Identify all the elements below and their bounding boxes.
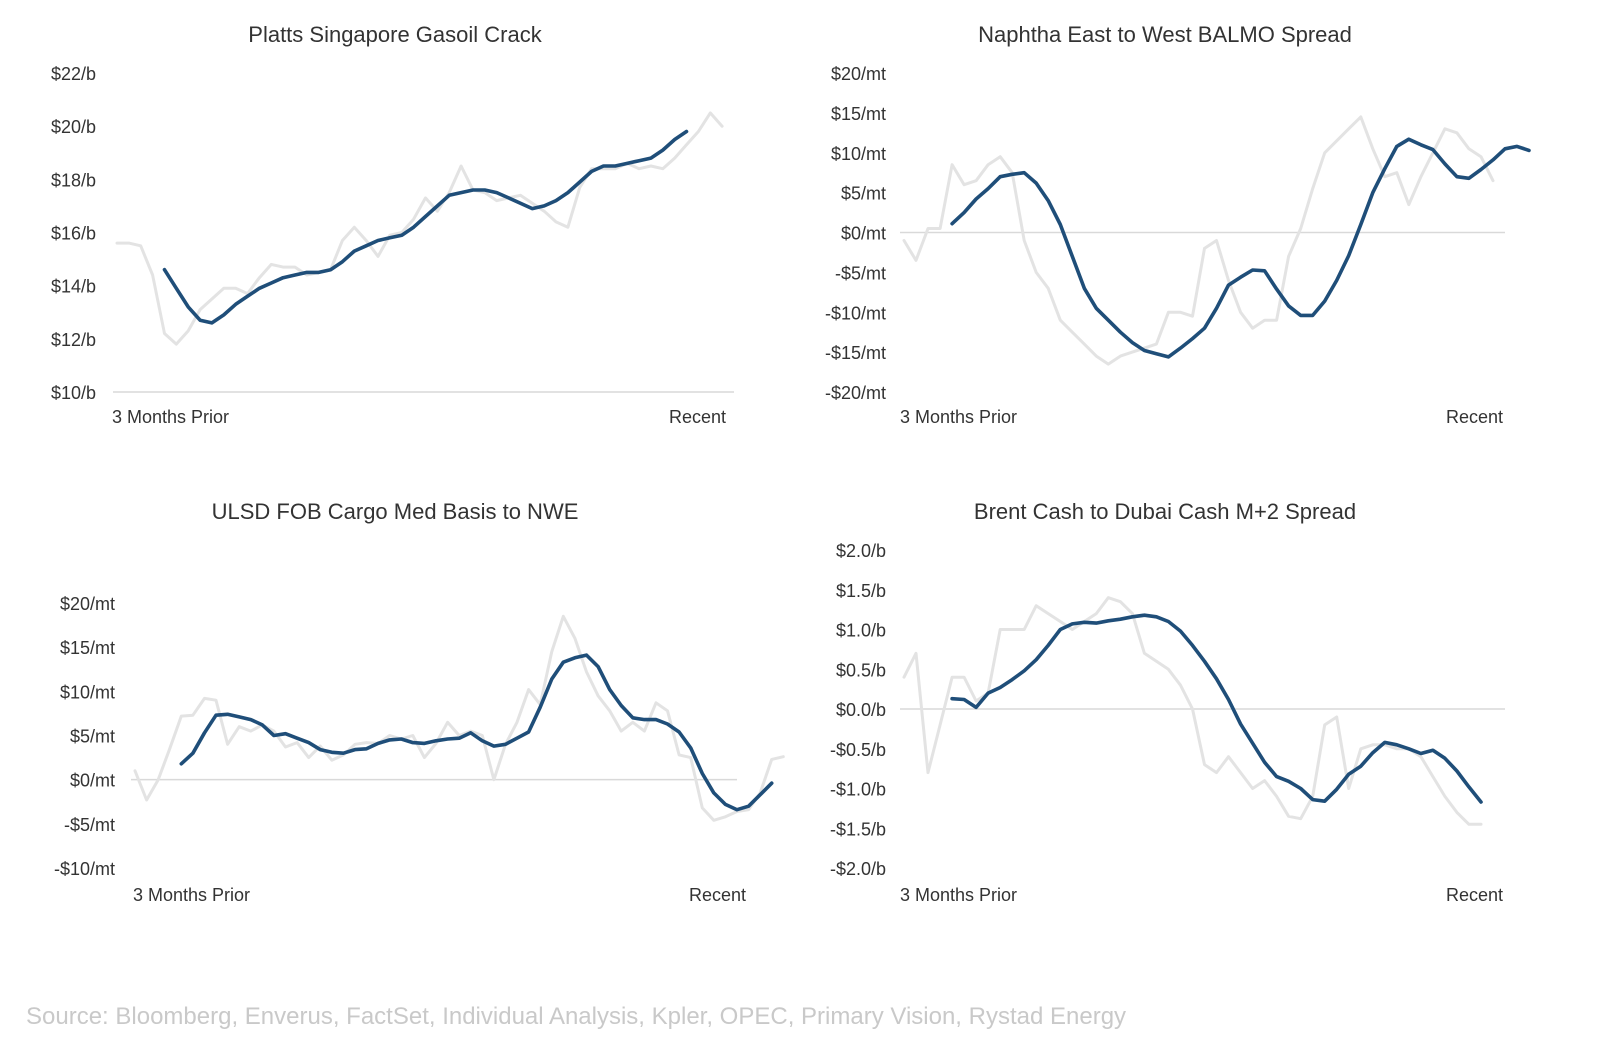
y-tick-label: $0/mt <box>70 771 115 791</box>
chart-title: Platts Singapore Gasoil Crack <box>248 22 542 47</box>
chart-panel-gasoil-crack: Platts Singapore Gasoil Crack $10/b $12/b $… <box>0 0 808 470</box>
y-tick-label: $15/mt <box>831 104 886 124</box>
y-tick-label: $22/b <box>51 64 96 84</box>
y-tick-label: $5/mt <box>70 727 115 747</box>
y-tick-label: -$10/mt <box>54 859 115 879</box>
y-tick-label: $12/b <box>51 330 96 350</box>
x-label-start: 3 Months Prior <box>900 407 1017 427</box>
y-tick-label: $18/b <box>51 170 96 190</box>
y-tick-label: $0.0/b <box>836 700 886 720</box>
series-line-moving-average <box>179 653 774 812</box>
y-tick-label: -$5/mt <box>64 815 115 835</box>
y-tick-label: $20/b <box>51 117 96 137</box>
x-label-end: Recent <box>1446 407 1503 427</box>
x-label-start: 3 Months Prior <box>900 885 1017 905</box>
x-label-start: 3 Months Prior <box>133 885 250 905</box>
y-tick-label: $10/mt <box>60 682 115 702</box>
series-line-daily <box>902 596 1483 826</box>
series-line-moving-average <box>950 137 1531 359</box>
y-tick-label: -$10/mt <box>825 303 886 323</box>
y-tick-label: $10/b <box>51 383 96 403</box>
chart-title: ULSD FOB Cargo Med Basis to NWE <box>212 499 579 524</box>
x-label-end: Recent <box>669 407 726 427</box>
chart-naphtha-spread: Naphtha East to West BALMO Spread -$20/mt… <box>825 22 1531 427</box>
series-line-daily <box>115 111 724 346</box>
y-tick-label: -$5/mt <box>835 263 886 283</box>
series-line-daily <box>133 614 785 822</box>
y-tick-label: -$1.5/b <box>830 819 886 839</box>
chart-title: Brent Cash to Dubai Cash M+2 Spread <box>974 499 1356 524</box>
y-tick-label: $10/mt <box>831 144 886 164</box>
y-tick-label: $0.5/b <box>836 660 886 680</box>
y-tick-label: $1.5/b <box>836 581 886 601</box>
chart-title: Naphtha East to West BALMO Spread <box>978 22 1352 47</box>
x-label-end: Recent <box>1446 885 1503 905</box>
chart-panel-ulsd-basis: ULSD FOB Cargo Med Basis to NWE -$10/mt -$… <box>0 499 808 970</box>
y-tick-label: $2.0/b <box>836 541 886 561</box>
y-tick-label: -$2.0/b <box>830 859 886 879</box>
chart-panel-brent-dubai: Brent Cash to Dubai Cash M+2 Spread -$2.0… <box>808 499 1616 970</box>
y-tick-label: $16/b <box>51 224 96 244</box>
y-tick-label: $20/mt <box>60 594 115 614</box>
series-line-moving-average <box>950 613 1483 804</box>
y-tick-label: $5/mt <box>841 184 886 204</box>
chart-gasoil-crack: Platts Singapore Gasoil Crack $10/b $12/b $… <box>51 22 734 427</box>
x-label-start: 3 Months Prior <box>112 407 229 427</box>
chart-panel-naphtha-spread: Naphtha East to West BALMO Spread -$20/mt… <box>808 0 1616 470</box>
y-tick-label: -$15/mt <box>825 343 886 363</box>
source-note: Source: Bloomberg, Enverus, FactSet, Ind… <box>26 1003 1127 1030</box>
y-tick-label: -$1.0/b <box>830 780 886 800</box>
y-tick-label: $0/mt <box>841 224 886 244</box>
y-tick-label: -$20/mt <box>825 383 886 403</box>
series-line-daily <box>902 115 1495 366</box>
y-tick-label: $1.0/b <box>836 621 886 641</box>
x-label-end: Recent <box>689 885 746 905</box>
series-line-moving-average <box>162 129 689 325</box>
y-tick-label: -$0.5/b <box>830 740 886 760</box>
y-tick-label: $15/mt <box>60 638 115 658</box>
y-tick-label: $20/mt <box>831 64 886 84</box>
y-tick-label: $14/b <box>51 277 96 297</box>
chart-brent-dubai: Brent Cash to Dubai Cash M+2 Spread -$2.0… <box>830 499 1505 905</box>
chart-ulsd-basis: ULSD FOB Cargo Med Basis to NWE -$10/mt -$… <box>54 499 785 905</box>
